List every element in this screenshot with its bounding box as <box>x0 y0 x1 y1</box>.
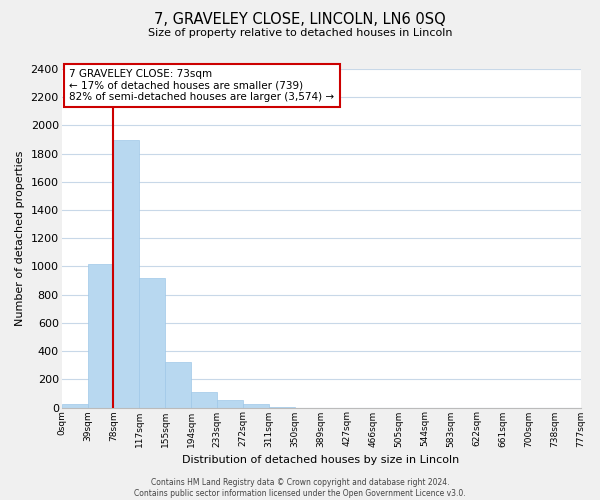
X-axis label: Distribution of detached houses by size in Lincoln: Distribution of detached houses by size … <box>182 455 460 465</box>
Bar <box>139 278 166 407</box>
Text: Size of property relative to detached houses in Lincoln: Size of property relative to detached ho… <box>148 28 452 38</box>
Bar <box>62 404 88 407</box>
Bar <box>191 392 217 407</box>
Bar <box>243 404 269 407</box>
Bar <box>88 264 113 408</box>
Bar <box>269 407 295 408</box>
Text: 7 GRAVELEY CLOSE: 73sqm
← 17% of detached houses are smaller (739)
82% of semi-d: 7 GRAVELEY CLOSE: 73sqm ← 17% of detache… <box>70 69 334 102</box>
Bar <box>166 362 191 408</box>
Y-axis label: Number of detached properties: Number of detached properties <box>15 150 25 326</box>
Text: 7, GRAVELEY CLOSE, LINCOLN, LN6 0SQ: 7, GRAVELEY CLOSE, LINCOLN, LN6 0SQ <box>154 12 446 28</box>
Bar <box>113 140 139 407</box>
Bar <box>217 400 243 407</box>
Text: Contains HM Land Registry data © Crown copyright and database right 2024.
Contai: Contains HM Land Registry data © Crown c… <box>134 478 466 498</box>
